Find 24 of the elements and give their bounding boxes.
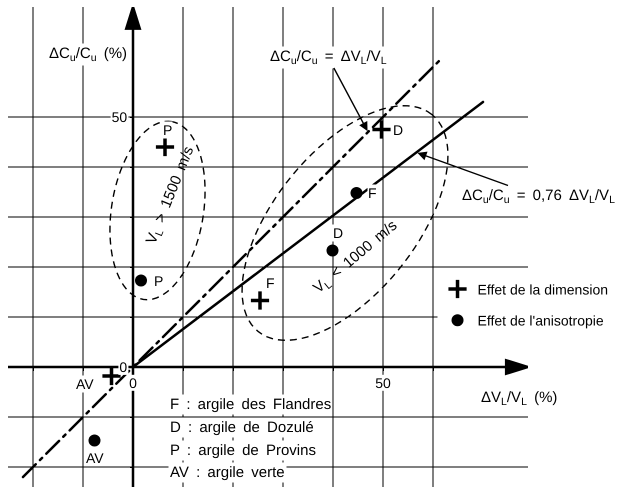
- annotation: P: [163, 122, 172, 138]
- point: [370, 118, 392, 140]
- annotation: P: [154, 273, 164, 289]
- legend-label: Effet de la dimension: [478, 281, 608, 298]
- annotation: AV: [76, 376, 94, 392]
- annotation: D : argile de Dozulé: [170, 419, 314, 436]
- annotation: ΔC$_{u}$/C$_{u}$ = 0,76 ΔV$_{L}$/V$_{L}$: [462, 187, 616, 206]
- annotation: D: [333, 225, 344, 241]
- annotation: ΔC$_{u}$/C$_{u}$ = ΔV$_{L}$/V$_{L}$: [270, 48, 387, 68]
- annotation: P : argile de Provins: [170, 442, 316, 459]
- point: [249, 290, 271, 312]
- point: [135, 274, 147, 286]
- annotation: F: [368, 185, 377, 201]
- legend-label: Effet de l'anisotropie: [478, 312, 604, 329]
- annotation: F : argile des Flandres: [170, 396, 332, 413]
- x-axis-title: ΔV$_{L}$/V$_{L}$ (%): [481, 389, 558, 408]
- annotation: F: [266, 275, 275, 291]
- annotation: AV: [86, 450, 104, 466]
- point: [88, 434, 100, 446]
- point: [350, 187, 362, 199]
- point: [326, 244, 338, 256]
- annotation: D: [393, 122, 404, 138]
- y-axis-title: ΔC$_{u}$/C$_{u}$ (%): [49, 45, 128, 64]
- annotation: AV : argile verte: [170, 464, 285, 481]
